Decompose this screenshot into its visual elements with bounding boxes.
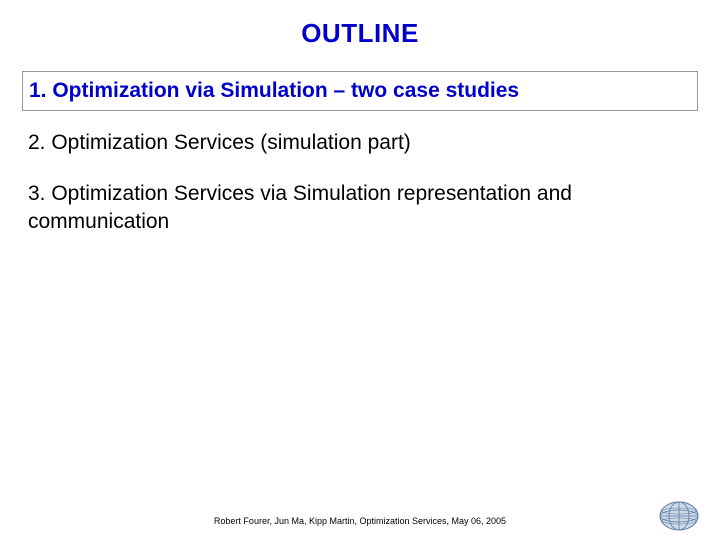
footer-text: Robert Fourer, Jun Ma, Kipp Martin, Opti… — [0, 516, 720, 526]
outline-item-1: 1. Optimization via Simulation – two cas… — [22, 71, 698, 111]
page-title: OUTLINE — [0, 18, 720, 49]
globe-logo-icon — [658, 500, 700, 532]
outline-item-text: 1. Optimization via Simulation – two cas… — [22, 71, 698, 111]
outline-item-text: 3. Optimization Services via Simulation … — [22, 176, 698, 241]
outline-item-2: 2. Optimization Services (simulation par… — [22, 125, 698, 161]
slide: OUTLINE 1. Optimization via Simulation –… — [0, 0, 720, 540]
outline-item-3: 3. Optimization Services via Simulation … — [22, 176, 698, 241]
outline-item-text: 2. Optimization Services (simulation par… — [22, 125, 698, 161]
